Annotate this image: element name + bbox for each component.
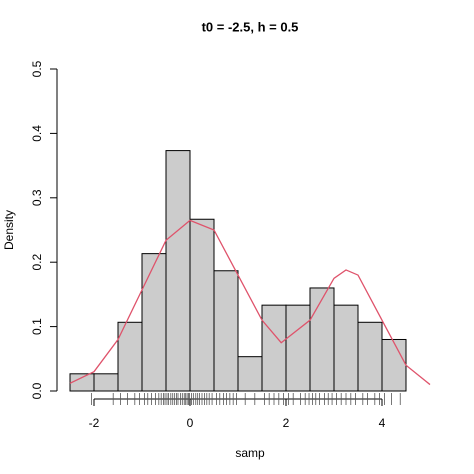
bar [69, 373, 95, 392]
bar [93, 373, 119, 392]
x-tick-label: -2 [89, 416, 100, 430]
bar [117, 321, 143, 392]
bar [141, 253, 167, 392]
y-tick-label: 0.5 [30, 60, 44, 77]
bar [261, 304, 287, 392]
y-tick-label: 0.4 [30, 125, 44, 142]
bar [189, 218, 215, 392]
y-tick-label: 0.3 [30, 189, 44, 206]
y-axis-label: Density [2, 210, 16, 250]
bar [285, 304, 311, 392]
bar [237, 356, 263, 392]
bar [381, 338, 407, 392]
density-curve [69, 219, 431, 386]
x-axis-label: samp [235, 446, 265, 460]
chart-title: t0 = -2.5, h = 0.5 [202, 19, 299, 34]
y-tick-label: 0.1 [30, 318, 44, 335]
bar [309, 287, 335, 392]
x-tick-label: 0 [187, 416, 194, 430]
y-tick-label: 0.2 [30, 254, 44, 271]
bar [213, 270, 239, 392]
bar [165, 150, 191, 392]
y-tick-label: 0.0 [30, 382, 44, 399]
x-tick-label: 4 [379, 416, 386, 430]
x-tick-label: 2 [283, 416, 290, 430]
bar [333, 304, 359, 392]
bar [357, 321, 383, 392]
